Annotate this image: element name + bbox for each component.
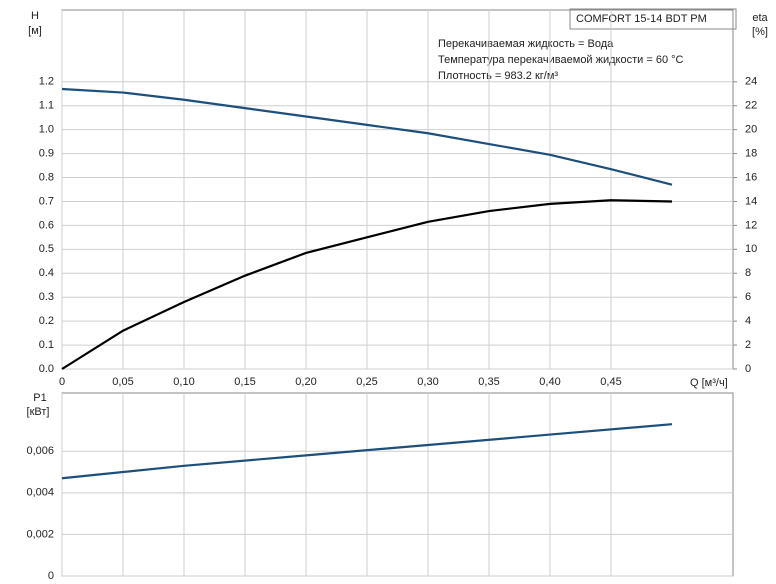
x-axis-label: Q [м³/ч]	[690, 377, 728, 389]
legend-text: COMFORT 15-14 BDT PM	[576, 13, 707, 25]
y-tick-label: 0.0	[39, 363, 54, 375]
x-tick-label: 0,30	[417, 376, 438, 388]
x-tick-label: 0,05	[112, 376, 133, 388]
x-tick-label: 0,40	[539, 376, 560, 388]
y-tick-label: 0.3	[39, 291, 54, 303]
y-tick-label: 0.8	[39, 171, 54, 183]
x-tick-label: 0,25	[356, 376, 377, 388]
y-axis-label: P1	[33, 392, 46, 404]
y2-tick-label: 20	[745, 124, 757, 136]
y-tick-label: 0,006	[26, 445, 54, 457]
annotation: Плотность = 983.2 кг/м³	[438, 70, 558, 82]
y2-tick-label: 22	[745, 100, 757, 112]
y-axis-label: H	[31, 10, 39, 22]
y-tick-label: 0.6	[39, 219, 54, 231]
x-tick-label: 0,20	[295, 376, 316, 388]
y-tick-label: 0.2	[39, 315, 54, 327]
x-tick-label: 0,45	[600, 376, 621, 388]
y-tick-label: 0.5	[39, 243, 54, 255]
y2-tick-label: 0	[745, 363, 751, 375]
y-tick-label: 1.1	[39, 100, 54, 112]
y2-axis-label: eta	[752, 12, 768, 24]
curve	[61, 423, 673, 480]
x-tick-label: 0	[59, 376, 65, 388]
y2-tick-label: 14	[745, 195, 757, 207]
annotation: Температура перекачиваемой жидкости = 60…	[438, 54, 684, 66]
y2-tick-label: 24	[745, 76, 757, 88]
y-tick-label: 0.9	[39, 148, 54, 160]
y2-axis-unit: [%]	[752, 26, 768, 38]
y-tick-label: 0.1	[39, 339, 54, 351]
x-tick-label: 0,35	[478, 376, 499, 388]
curve	[61, 87, 673, 186]
y-axis-unit: [кВт]	[27, 406, 50, 418]
y-tick-label: 1.0	[39, 124, 54, 136]
y2-tick-label: 10	[745, 243, 757, 255]
annotation: Перекачиваемая жидкость = Вода	[438, 38, 614, 50]
y2-tick-label: 18	[745, 148, 757, 160]
y-tick-label: 1.2	[39, 76, 54, 88]
y-tick-label: 0	[48, 570, 54, 582]
y-tick-label: 0.7	[39, 195, 54, 207]
y2-tick-label: 8	[745, 267, 751, 279]
plot-frame	[61, 392, 734, 577]
y-tick-label: 0,004	[26, 487, 54, 499]
y-tick-label: 0.4	[39, 267, 54, 279]
curve	[61, 199, 673, 370]
y2-tick-label: 4	[745, 315, 751, 327]
y2-tick-label: 12	[745, 219, 757, 231]
y2-tick-label: 2	[745, 339, 751, 351]
x-tick-label: 0,15	[234, 376, 255, 388]
y-tick-label: 0,002	[26, 528, 54, 540]
y2-tick-label: 6	[745, 291, 751, 303]
y2-tick-label: 16	[745, 171, 757, 183]
y-axis-unit: [м]	[28, 25, 42, 37]
x-tick-label: 0,10	[173, 376, 194, 388]
